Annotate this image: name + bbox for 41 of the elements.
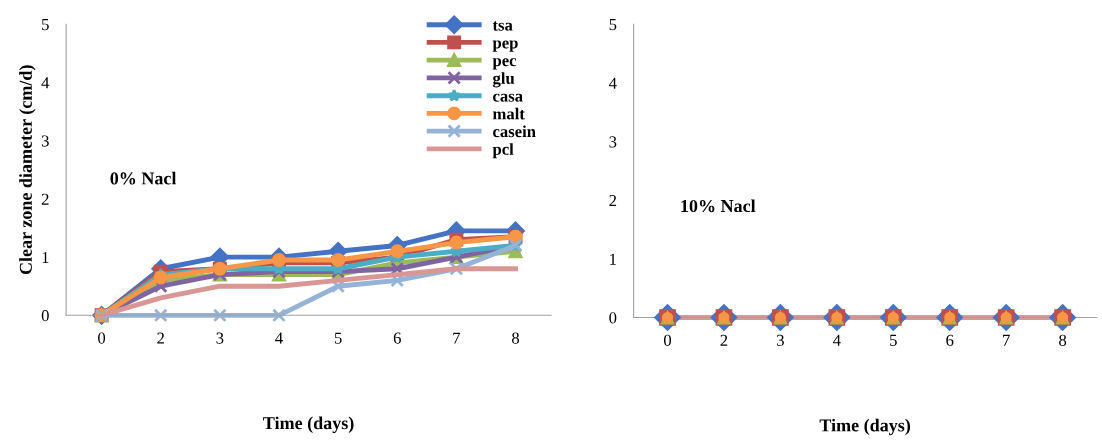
y-tick-label: 2 bbox=[609, 194, 617, 206]
legend-label: glu bbox=[492, 72, 515, 88]
y-tick-label: 1 bbox=[610, 253, 616, 265]
x-tick-label: 2 bbox=[157, 332, 164, 344]
legend-label: malt bbox=[492, 107, 525, 120]
y-tick-label: 5 bbox=[42, 19, 49, 31]
y-axis-title: Clear zone diameter (cm/d) bbox=[19, 65, 36, 275]
x-tick-label: 3 bbox=[777, 334, 784, 346]
x-tick-label: 4 bbox=[833, 334, 841, 346]
legend-label: tsa bbox=[492, 21, 513, 31]
y-tick-label: 2 bbox=[41, 193, 49, 205]
y-tick-label: 4 bbox=[608, 77, 617, 89]
x-tick-label: 0 bbox=[663, 334, 672, 346]
legend-label: casa bbox=[493, 93, 523, 102]
x-tick-label: 7 bbox=[453, 332, 461, 344]
x-tick-label: 3 bbox=[216, 332, 224, 344]
x-tick-label: 4 bbox=[275, 332, 283, 344]
y-tick-label: 3 bbox=[609, 136, 617, 148]
y-tick-label: 3 bbox=[41, 135, 49, 147]
y-tick-label: 5 bbox=[609, 19, 617, 31]
x-axis-title: Time (days) bbox=[819, 418, 911, 436]
x-tick-label: 6 bbox=[393, 332, 401, 344]
x-tick-label: 5 bbox=[890, 334, 897, 346]
legend-label: pcl bbox=[492, 143, 514, 159]
y-tick-label: 4 bbox=[41, 77, 50, 89]
x-tick-label: 5 bbox=[334, 332, 342, 344]
x-tick-label: 8 bbox=[511, 332, 520, 344]
annotation: 10% Nacl bbox=[681, 199, 756, 213]
legend-label: casein bbox=[493, 125, 536, 138]
y-tick-label: 0 bbox=[41, 310, 49, 322]
x-tick-label: 2 bbox=[720, 334, 728, 346]
legend-label: pec bbox=[492, 58, 517, 70]
x-tick-label: 8 bbox=[1059, 334, 1067, 346]
x-tick-label: 7 bbox=[1003, 334, 1010, 346]
legend-label: pep bbox=[492, 40, 518, 52]
x-axis-title: Time (days) bbox=[263, 416, 354, 433]
x-tick-label: 6 bbox=[946, 334, 954, 346]
y-tick-label: 0 bbox=[609, 312, 617, 324]
annotation: 0% Nacl bbox=[110, 171, 177, 185]
x-tick-label: 0 bbox=[98, 332, 106, 344]
y-tick-label: 1 bbox=[42, 251, 49, 263]
